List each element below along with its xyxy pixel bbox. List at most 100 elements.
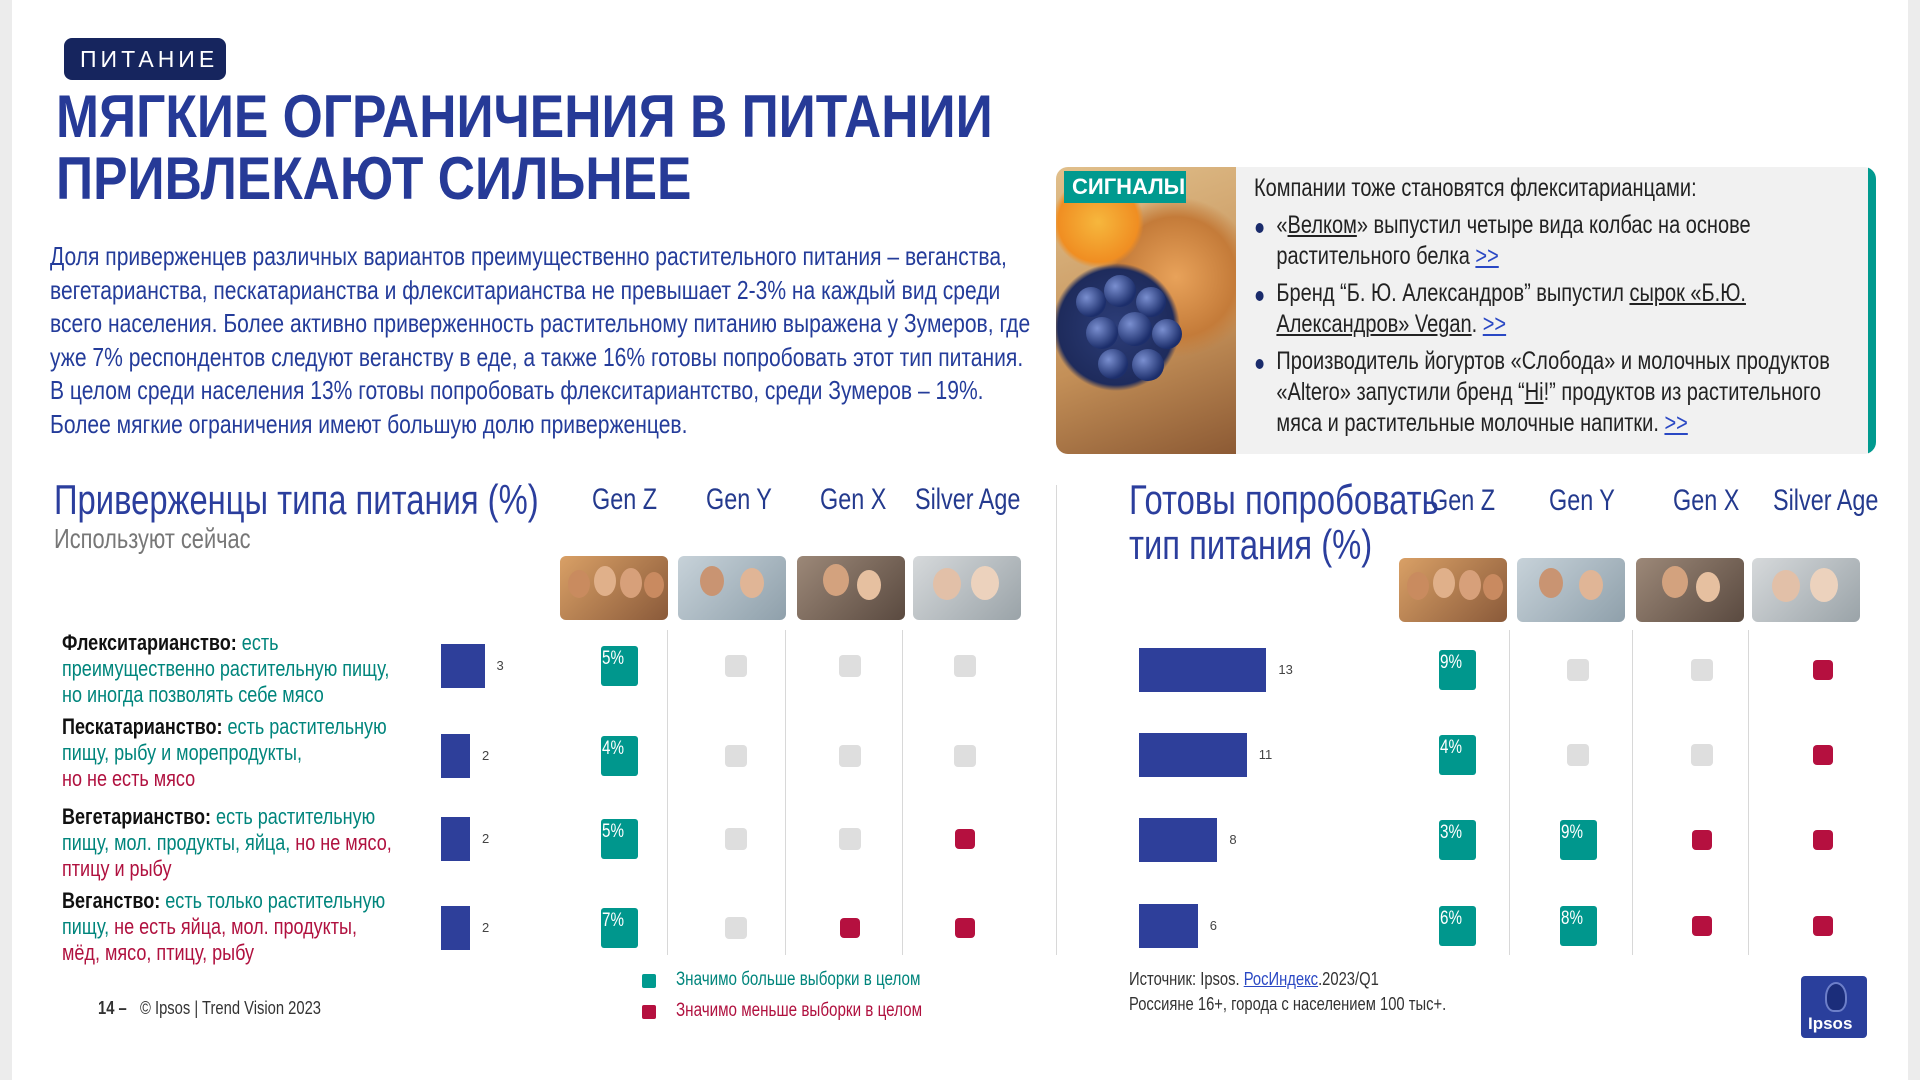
blueberries-image: СИГНАЛЫ [1056,167,1236,454]
gen-z-photo [1399,558,1507,622]
rosindex-link[interactable]: РосИндекс [1243,969,1319,989]
footer-page: 14 – [98,998,127,1018]
section-divider [1056,485,1057,955]
neutral-cell [954,745,976,767]
intro-line: уже 7% респондентов следуют веганству в … [50,341,1024,372]
neutral-cell [1691,659,1713,681]
signals-box: СИГНАЛЫ Компании тоже становятся флексит… [1056,167,1876,454]
bar-value-label: 2 [482,920,490,935]
signals-accent-bar [1868,167,1876,454]
significance-high-cell: 4% [601,736,638,776]
more-link[interactable]: >> [1664,409,1688,437]
neutral-cell [839,745,861,767]
neutral-cell [954,655,976,677]
legend-less-swatch [642,1005,656,1019]
significance-low-cell [1692,916,1712,936]
neutral-cell [1567,659,1589,681]
significance-high-cell: 4% [1439,735,1476,775]
significance-high-cell: 5% [601,646,638,686]
bar-value-label: 6 [1209,918,1218,933]
syrok-link-cont[interactable]: Александров» Vegan [1276,310,1472,338]
column-divider [785,630,786,955]
row-label-vegetarian: Вегетарианство: есть растительную пищу, … [62,804,392,881]
neutral-cell [839,828,861,850]
silver-age-photo [913,556,1021,620]
page-title: МЯГКИЕ ОГРАНИЧЕНИЯ В ПИТАНИИ ПРИВЛЕКАЮТ … [56,86,993,212]
gen-z-header: Gen Z [1430,484,1496,517]
significance-low-cell [1813,660,1833,680]
column-divider [1632,630,1633,955]
significance-high-cell: 7% [601,908,638,948]
significance-high-cell: 3% [1439,820,1476,860]
bar-1-2 [1139,818,1218,862]
signal-item-velkom: «Велком» выпустил четыре вида колбас на … [1254,210,1830,272]
neutral-cell [725,828,747,850]
signal-item-sloboda: Производитель йогуртов «Слобода» и молоч… [1254,346,1830,439]
hi-brand-link[interactable]: Hi [1524,378,1544,406]
bar-0-0 [441,644,485,688]
gen-y-header: Gen Y [1549,484,1615,517]
title-line-2: ПРИВЛЕКАЮТ СИЛЬНЕЕ [56,145,692,212]
intro-line: всего населения. Более активно привержен… [50,308,1031,338]
gen-y-photo [678,556,786,620]
bar-1-3 [1139,904,1198,948]
legend-more-swatch [642,974,656,988]
velkom-link[interactable]: Велком [1287,211,1357,239]
more-link[interactable]: >> [1475,242,1499,270]
gen-y-header: Gen Y [706,483,772,516]
right-chart-title-2: тип питания (%) [1129,521,1373,568]
footer-sample: Россияне 16+, города с населением 100 ты… [1129,994,1447,1014]
gen-x-header: Gen X [820,483,887,516]
signals-badge: СИГНАЛЫ [1064,171,1186,203]
silver-age-header: Silver Age [915,483,1021,516]
significance-low-cell [955,918,975,938]
neutral-cell [1691,744,1713,766]
significance-low-cell [1813,916,1833,936]
column-divider [1748,630,1749,955]
neutral-cell [725,655,747,677]
legend-less-label: Значимо меньше выборки в целом [676,1000,923,1021]
more-link[interactable]: >> [1482,310,1507,338]
bar-0-2 [441,817,470,861]
signals-badge-label: СИГНАЛЫ [1072,174,1186,199]
bar-value-label: 13 [1278,662,1293,677]
significance-low-cell [840,918,860,938]
gen-z-photo [560,556,668,620]
row-label-pescatarian: Пескатарианство: есть растительную пищу,… [62,714,387,791]
bar-value-label: 2 [482,748,490,763]
section-tag: ПИТАНИЕ [64,38,226,80]
significance-high-cell: 9% [1439,650,1476,690]
legend-more-label: Значимо больше выборки в целом [676,969,921,990]
gen-y-photo [1517,558,1625,622]
signal-item-aleksandrov: Бренд “Б. Ю. Александров” выпустил сырок… [1254,278,1830,340]
signals-intro: Компании тоже становятся флекситарианцам… [1254,174,1697,202]
significance-high-cell: 5% [601,819,638,859]
intro-line: вегетарианства, пескатарианства и флекси… [50,274,1001,305]
section-tag-label: ПИТАНИЕ [80,46,219,72]
column-divider [1509,630,1510,955]
neutral-cell [725,745,747,767]
significance-high-cell: 6% [1439,906,1476,946]
intro-paragraph: Доля приверженцев различных вариантов пр… [50,240,1079,441]
significance-low-cell [1813,830,1833,850]
bar-value-label: 8 [1229,832,1237,847]
footer-source: Источник: Ipsos. РосИндекс.2023/Q1 [1129,969,1379,989]
gen-x-photo [797,556,905,620]
significance-high-cell: 8% [1560,906,1597,946]
syrok-link[interactable]: сырок «Б.Ю. [1629,279,1746,307]
bar-0-3 [441,906,470,950]
neutral-cell [725,917,747,939]
bar-value-label: 3 [496,658,504,673]
significance-low-cell [1813,745,1833,765]
signals-text: Компании тоже становятся флекситарианцам… [1254,173,1830,439]
bar-0-1 [441,734,470,778]
intro-line: Доля приверженцев различных вариантов пр… [50,241,1007,271]
row-label-vegan: Веганство: есть только растительную пищу… [62,888,386,965]
footer-copyright: © Ipsos | Trend Vision 2023 [140,998,322,1018]
bar-value-label: 11 [1258,747,1273,762]
significance-low-cell [955,829,975,849]
bar-1-1 [1139,733,1247,777]
silver-age-photo [1752,558,1860,622]
left-chart-subtitle: Используют сейчас [54,523,251,554]
bar-1-0 [1139,648,1267,692]
